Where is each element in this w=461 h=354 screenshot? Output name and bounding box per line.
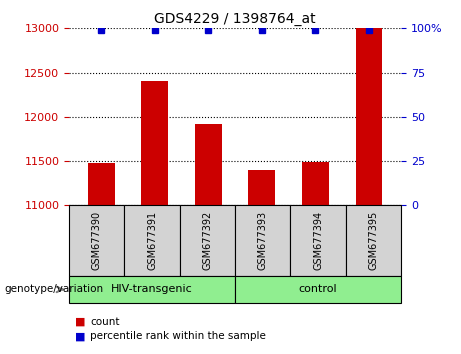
Text: GSM677392: GSM677392 bbox=[202, 211, 213, 270]
Text: percentile rank within the sample: percentile rank within the sample bbox=[90, 331, 266, 341]
Bar bbox=[195, 124, 222, 205]
Text: genotype/variation: genotype/variation bbox=[5, 284, 104, 295]
Text: HIV-transgenic: HIV-transgenic bbox=[111, 284, 193, 295]
Text: ■: ■ bbox=[76, 317, 86, 327]
Text: GSM677391: GSM677391 bbox=[147, 211, 157, 270]
Text: GSM677394: GSM677394 bbox=[313, 211, 323, 270]
Text: count: count bbox=[90, 317, 119, 327]
Bar bbox=[302, 162, 329, 205]
Text: GSM677395: GSM677395 bbox=[368, 211, 378, 270]
Text: ■: ■ bbox=[76, 331, 86, 341]
Bar bbox=[355, 28, 382, 205]
Text: GSM677393: GSM677393 bbox=[258, 211, 268, 270]
Bar bbox=[248, 170, 275, 205]
Bar bbox=[142, 81, 168, 205]
Text: GSM677390: GSM677390 bbox=[92, 211, 102, 270]
Text: control: control bbox=[299, 284, 337, 295]
Bar bbox=[88, 163, 115, 205]
Title: GDS4229 / 1398764_at: GDS4229 / 1398764_at bbox=[154, 12, 316, 26]
